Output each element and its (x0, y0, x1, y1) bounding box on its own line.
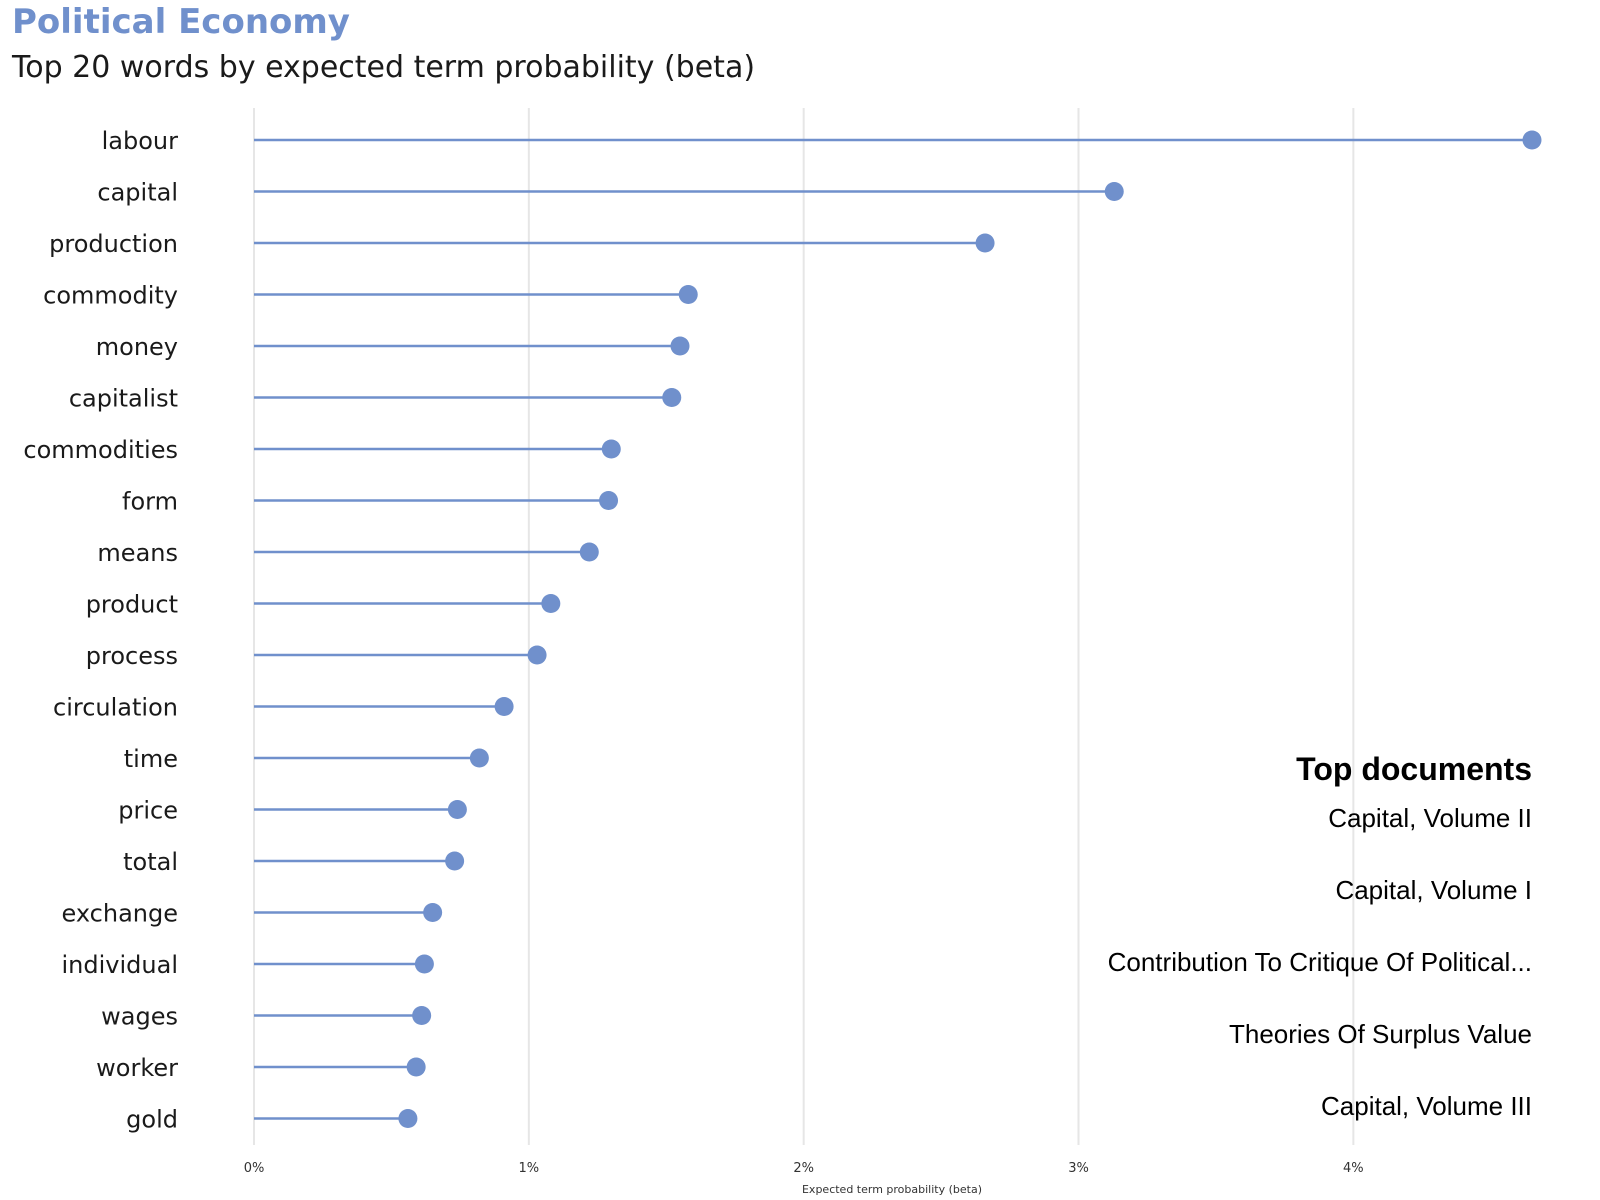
data-point (599, 491, 619, 510)
data-point (527, 645, 547, 665)
y-axis-label: circulation (53, 694, 178, 722)
y-axis-label: total (123, 848, 178, 876)
top-document-item: Capital, Volume III (1321, 1091, 1532, 1121)
top-document-item: Theories Of Surplus Value (1229, 1019, 1532, 1049)
data-point (447, 800, 467, 819)
data-point (601, 439, 621, 459)
y-axis-label: capitalist (69, 385, 178, 413)
data-point (423, 903, 443, 922)
y-axis-label: process (86, 642, 178, 670)
y-axis-label: form (122, 488, 178, 516)
lollipop-stems (254, 138, 1532, 1120)
y-axis-label: individual (62, 951, 178, 979)
data-point (1104, 182, 1124, 201)
y-axis-label: worker (96, 1054, 178, 1082)
y-axis-label: production (49, 230, 178, 258)
top-documents-panel: Top documents Capital, Volume II Capital… (1108, 751, 1532, 1121)
x-tick-label: 0% (244, 1161, 265, 1176)
x-tick-label: 3% (1068, 1161, 1089, 1176)
data-point (1522, 130, 1542, 150)
top-document-item: Capital, Volume II (1328, 803, 1532, 833)
y-axis-label: product (86, 591, 178, 619)
data-point (670, 336, 690, 356)
data-point (975, 233, 995, 253)
y-axis-label: money (96, 333, 178, 361)
data-point (398, 1109, 418, 1128)
y-axis-label: labour (102, 127, 179, 155)
data-point (469, 748, 489, 768)
x-tick-label: 2% (793, 1161, 814, 1176)
y-axis-label: gold (126, 1106, 178, 1134)
data-point (412, 1006, 432, 1025)
y-axis-labels: labour capital production commodity money cap… (23, 127, 178, 1134)
y-axis-label: price (118, 797, 178, 825)
data-point (406, 1057, 426, 1077)
y-axis-label: capital (97, 179, 178, 207)
y-axis-label: time (124, 745, 178, 773)
data-point (445, 851, 465, 871)
data-point (662, 388, 682, 407)
lollipop-points (398, 130, 1542, 1128)
x-tick-label: 1% (519, 1161, 540, 1176)
data-point (414, 954, 434, 974)
grid-layer (253, 108, 1355, 1145)
y-axis-label: commodities (23, 436, 178, 464)
data-point (541, 594, 561, 613)
chart-subtitle: Top 20 words by expected term probabilit… (12, 50, 756, 85)
x-axis-ticks: 0% 1% 2% 3% 4% (244, 1161, 1364, 1176)
y-axis-label: means (97, 539, 178, 567)
top-document-item: Capital, Volume I (1335, 875, 1532, 905)
x-axis-title: Expected term probability (beta) (802, 1183, 982, 1196)
x-tick-label: 4% (1343, 1161, 1364, 1176)
y-axis-label: wages (101, 1003, 178, 1031)
data-point (678, 285, 698, 304)
chart-title: Political Economy (12, 2, 350, 42)
data-point (494, 697, 514, 716)
data-point (579, 542, 599, 562)
top-document-item: Contribution To Critique Of Political... (1108, 947, 1532, 977)
top-documents-heading: Top documents (1296, 751, 1532, 787)
y-axis-label: exchange (62, 900, 178, 928)
y-axis-label: commodity (43, 282, 178, 310)
